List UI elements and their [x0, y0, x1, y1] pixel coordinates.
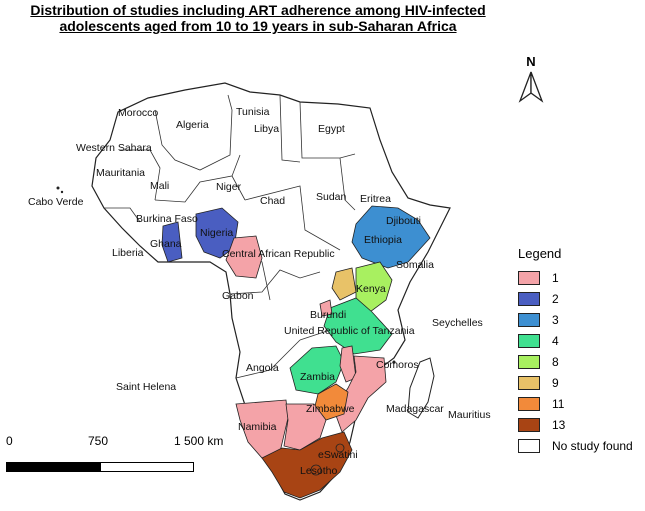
country-borders	[104, 94, 379, 379]
label-liberia: Liberia	[112, 247, 144, 259]
label-egypt: Egypt	[318, 123, 345, 135]
label-namibia: Namibia	[238, 421, 277, 433]
label-gabon: Gabon	[222, 290, 254, 302]
country-rwanda	[319, 299, 333, 317]
label-sudan: Sudan	[316, 191, 347, 203]
scale-label-1500: 1 500 km	[174, 434, 224, 448]
north-arrow-icon	[518, 71, 544, 103]
country-malawi	[339, 345, 357, 383]
country-tanzania	[323, 297, 393, 355]
map-legend: Legend 1 2 3 4 8 9 11 13 No study found	[518, 246, 643, 456]
label-mauritania: Mauritania	[96, 167, 145, 179]
legend-item: 8	[518, 351, 643, 372]
north-label: N	[526, 54, 536, 69]
label-zimbabwe: Zimbabwe	[306, 403, 355, 415]
legend-swatch	[518, 438, 540, 453]
scale-segment-black	[6, 462, 100, 472]
legend-item: 2	[518, 288, 643, 309]
label-seychelles: Seychelles	[432, 317, 483, 329]
label-djibouti: Djibouti	[386, 215, 421, 227]
label-ghana: Ghana	[150, 238, 182, 250]
legend-swatch	[518, 417, 540, 432]
label-niger: Niger	[216, 181, 242, 193]
legend-swatch	[518, 291, 540, 306]
cabo-verde-dots-2	[60, 190, 64, 194]
legend-swatch	[518, 270, 540, 285]
label-libya: Libya	[254, 123, 279, 135]
label-eswatini: eSwatini	[318, 449, 358, 461]
legend-item: 4	[518, 330, 643, 351]
label-tanzania: United Republic of Tanzania	[284, 325, 415, 337]
country-ghana	[161, 221, 183, 263]
label-madagascar: Madagascar	[386, 403, 444, 415]
label-comoros: Comoros	[376, 359, 419, 371]
legend-title: Legend	[518, 246, 562, 261]
legend-item-label: 13	[552, 417, 566, 432]
label-burkina-faso: Burkina Faso	[136, 213, 198, 225]
country-botswana	[283, 403, 327, 451]
country-south-africa	[261, 431, 353, 499]
scale-bar: 0 750 1 500 km	[6, 434, 266, 474]
legend-item: 3	[518, 309, 643, 330]
country-lesotho	[310, 464, 322, 476]
legend-item: No study found	[518, 435, 643, 456]
legend-item-label: 11	[552, 396, 565, 411]
legend-swatch	[518, 375, 540, 390]
legend-swatch	[518, 312, 540, 327]
label-tunisia: Tunisia	[236, 106, 270, 118]
label-eritrea: Eritrea	[360, 193, 391, 205]
label-chad: Chad	[260, 195, 285, 207]
legend-item-label: 3	[552, 312, 559, 327]
legend-item: 9	[518, 372, 643, 393]
legend-item-label: No study found	[552, 438, 633, 453]
legend-item-label: 1	[552, 270, 559, 285]
legend-item-label: 8	[552, 354, 559, 369]
country-cameroon	[225, 235, 263, 279]
label-burundi: Burundi	[310, 309, 346, 321]
legend-item-label: 9	[552, 375, 559, 390]
label-western-sahara: Western Sahara	[76, 142, 152, 154]
label-mali: Mali	[150, 180, 169, 192]
label-kenya: Kenya	[356, 283, 386, 295]
legend-swatch	[518, 333, 540, 348]
scale-label-0: 0	[6, 434, 13, 448]
legend-item: 13	[518, 414, 643, 435]
north-arrow: N	[514, 54, 548, 108]
legend-items: 1 2 3 4 8 9 11 13 No study found	[518, 267, 643, 456]
legend-swatch	[518, 396, 540, 411]
legend-item: 1	[518, 267, 643, 288]
country-nigeria	[195, 207, 239, 259]
label-lesotho: Lesotho	[300, 465, 338, 477]
madagascar-island	[407, 357, 435, 419]
label-saint-helena: Saint Helena	[116, 381, 176, 393]
label-mauritius: Mauritius	[448, 409, 491, 421]
label-somalia: Somalia	[396, 259, 434, 271]
country-eswatini	[335, 443, 345, 453]
legend-swatch	[518, 354, 540, 369]
country-uganda	[331, 267, 357, 301]
label-algeria: Algeria	[176, 119, 209, 131]
comoros-dot	[392, 360, 396, 364]
country-ethiopia	[351, 205, 431, 269]
legend-item-label: 2	[552, 291, 559, 306]
map-title: Distribution of studies including ART ad…	[8, 2, 508, 34]
country-mozambique	[333, 355, 387, 433]
label-central-african-republic: Central African Republic	[222, 248, 335, 260]
label-morocco: Morocco	[118, 107, 158, 119]
label-nigeria: Nigeria	[200, 227, 233, 239]
legend-item: 11	[518, 393, 643, 414]
scale-label-750: 750	[88, 434, 109, 448]
label-cabo-verde: Cabo Verde	[28, 196, 84, 208]
label-zambia: Zambia	[300, 371, 335, 383]
cabo-verde-dots	[56, 186, 60, 190]
legend-item-label: 4	[552, 333, 559, 348]
map-title-line-1: Distribution of studies including ART ad…	[30, 2, 486, 18]
country-zambia	[289, 345, 345, 395]
map-title-line-2: adolescents aged from 10 to 19 years in …	[59, 18, 457, 34]
label-angola: Angola	[246, 362, 279, 374]
scale-segment-white	[100, 462, 194, 472]
label-ethiopia: Ethiopia	[364, 234, 402, 246]
